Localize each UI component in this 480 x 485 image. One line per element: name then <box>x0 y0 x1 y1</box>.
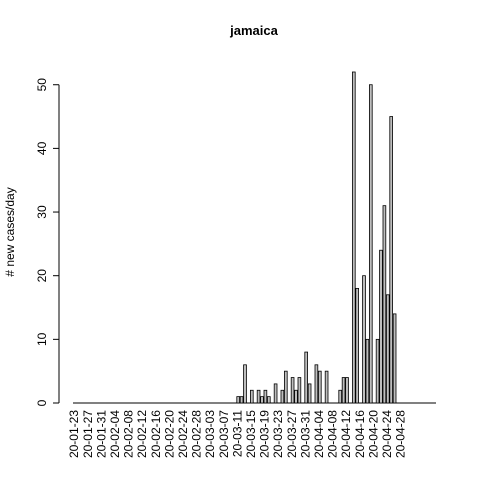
x-tick-label: 20-03-31 <box>298 410 312 458</box>
bar <box>307 383 312 404</box>
bar <box>317 370 322 404</box>
y-axis-label: # new cases/day <box>3 187 17 276</box>
x-tick-label: 20-04-24 <box>380 410 394 458</box>
y-tick-label: 20 <box>35 269 49 283</box>
x-tick-label: 20-04-16 <box>353 410 367 458</box>
bar <box>266 396 271 404</box>
y-tick-label: 10 <box>35 332 49 346</box>
bar <box>260 396 264 404</box>
bar <box>256 389 261 404</box>
bar <box>294 389 298 404</box>
bar <box>297 377 302 404</box>
x-tick-label: 20-02-16 <box>149 410 163 458</box>
x-tick-label: 20-02-20 <box>162 410 176 458</box>
x-tick-label: 20-02-04 <box>108 410 122 458</box>
bar <box>324 370 329 404</box>
x-tick-label: 20-03-23 <box>271 410 285 458</box>
bar <box>314 364 319 404</box>
bar <box>379 249 383 404</box>
bar <box>345 377 349 404</box>
x-tick-label: 20-01-27 <box>81 410 95 458</box>
bar <box>280 389 285 404</box>
bar <box>362 275 366 404</box>
x-tick-label: 20-03-15 <box>244 410 258 458</box>
x-tick-label: 20-01-31 <box>94 410 108 458</box>
x-tick-label: 20-03-07 <box>217 410 231 458</box>
bar <box>355 288 359 404</box>
bar <box>375 338 380 404</box>
x-tick-label: 20-04-12 <box>339 410 353 458</box>
bar <box>283 370 288 404</box>
bars-group <box>236 71 397 404</box>
x-tick-label: 20-02-28 <box>190 410 204 458</box>
x-tick-label: 20-03-11 <box>230 410 244 457</box>
x-tick-label: 20-02-24 <box>176 410 190 458</box>
x-tick-label: 20-02-08 <box>122 410 136 458</box>
y-tick-label: 40 <box>35 141 49 155</box>
x-tick-label: 20-03-03 <box>203 410 217 458</box>
x-tick-label: 20-04-20 <box>366 410 380 458</box>
x-tick-label: 20-04-04 <box>312 410 326 458</box>
x-tick-label: 20-03-27 <box>285 410 299 458</box>
bar <box>263 389 268 404</box>
bar <box>304 351 308 404</box>
bar <box>273 383 278 404</box>
bar <box>365 338 370 404</box>
bar <box>368 84 373 404</box>
bar <box>243 364 247 404</box>
y-tick-label: 0 <box>35 399 49 406</box>
bar <box>338 389 342 404</box>
y-tick-label: 30 <box>35 205 49 219</box>
x-tick-label: 20-03-19 <box>258 410 272 458</box>
x-tick-label: 20-04-28 <box>394 410 408 458</box>
bar <box>236 396 241 404</box>
y-tick-label: 50 <box>35 78 49 92</box>
bar <box>290 377 295 404</box>
y-axis: 0 10 20 30 40 50 <box>35 78 60 406</box>
bar <box>351 71 356 404</box>
x-tick-label: 20-01-23 <box>67 410 81 458</box>
bar <box>389 116 393 404</box>
chart-title: jamaica <box>229 23 278 38</box>
bar <box>382 205 387 404</box>
bar <box>249 389 254 404</box>
x-axis: 20-01-23 20-01-27 20-01-31 20-02-04 20-02-08… <box>67 402 436 458</box>
bar <box>341 377 346 404</box>
bar <box>239 396 244 404</box>
x-tick-label: 20-04-08 <box>326 410 340 458</box>
bar <box>385 294 390 404</box>
bar <box>392 313 397 404</box>
x-tick-label: 20-02-12 <box>135 410 149 458</box>
